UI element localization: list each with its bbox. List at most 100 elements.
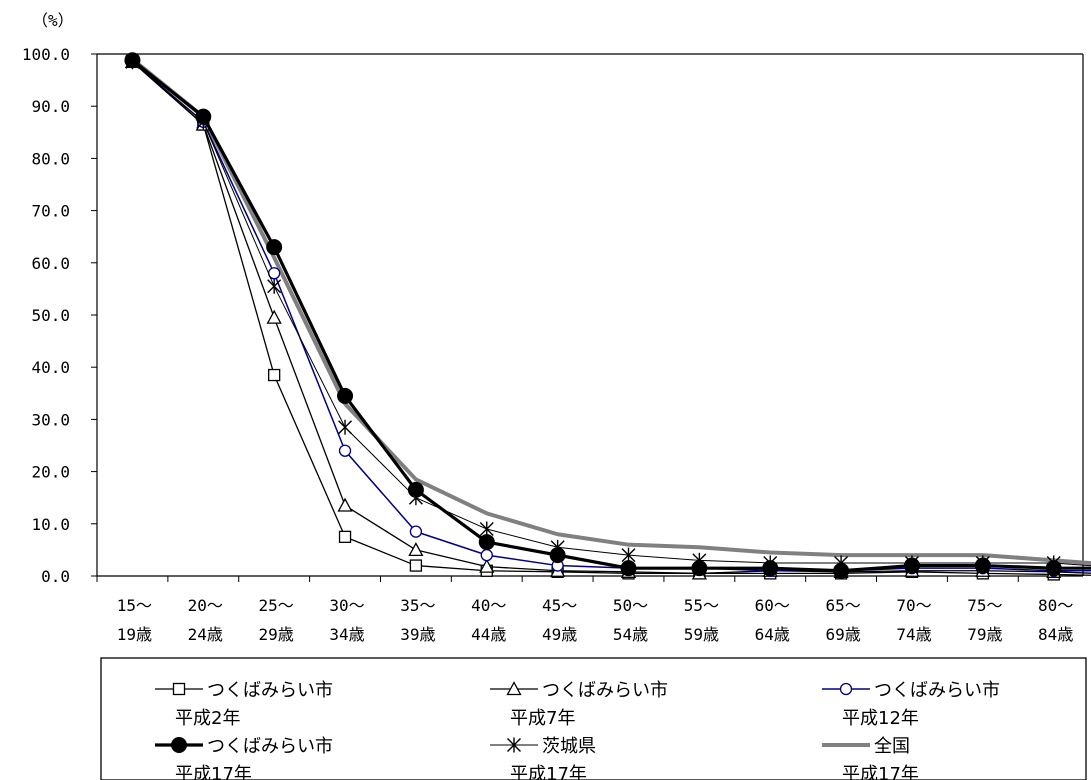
- data-point-filled-circle: [337, 387, 354, 404]
- y-axis: 0.0 10.0 20.0 30.0 40.0 50.0 60.0 70.0 80.0 90.0 1…: [22, 45, 1084, 586]
- legend-sublabel: 平成17年: [175, 764, 252, 780]
- legend-label: つくばみらい市: [207, 736, 333, 757]
- x-tick-label: 74歳: [896, 625, 931, 644]
- data-point-star: [338, 419, 353, 435]
- x-tick-label: 69歳: [825, 625, 860, 644]
- data-point-filled-circle: [266, 239, 283, 256]
- data-point-filled-circle: [833, 562, 850, 579]
- legend-box: [100, 657, 1087, 780]
- y-tick-label: 80.0: [31, 149, 70, 168]
- series-layer: [124, 52, 1091, 581]
- legend: つくばみらい市平成2年つくばみらい市平成7年つくばみらい市平成12年つくばみらい…: [100, 657, 1087, 780]
- series-2: [124, 53, 1091, 580]
- data-point-square: [338, 530, 352, 543]
- legend-sublabel: 平成17年: [842, 764, 919, 780]
- data-point-filled-circle: [407, 481, 424, 498]
- x-axis: 15～ 19歳 20～ 24歳 25～ 29歳 30～ 34歳 35～ 39歳 40～ 44歳 45～ 4…: [96, 575, 1083, 644]
- x-tick-label: 25～: [259, 596, 294, 615]
- x-tick-label: 65～: [825, 596, 860, 615]
- data-point-filled-circle: [620, 560, 637, 577]
- series-line: [131, 57, 1091, 566]
- x-tick-label: 64歳: [755, 625, 790, 644]
- x-tick-label: 84歳: [1038, 625, 1073, 644]
- legend-label: 茨城県: [542, 736, 596, 757]
- x-tick-label: 44歳: [471, 625, 506, 644]
- x-tick-label: 29歳: [259, 625, 294, 644]
- x-tick-label: 79歳: [967, 625, 1002, 644]
- data-point-circle: [480, 548, 493, 562]
- series-5: [125, 54, 1091, 571]
- x-tick-label: 70～: [896, 596, 931, 615]
- series-6: [131, 57, 1091, 566]
- x-tick-label: 30～: [329, 596, 364, 615]
- y-tick-label: 60.0: [31, 254, 70, 273]
- x-tick-label: 54歳: [613, 625, 648, 644]
- data-point-filled-circle: [171, 737, 187, 753]
- y-tick-label: 100.0: [22, 45, 70, 64]
- legend-label: つくばみらい市: [542, 680, 668, 701]
- x-tick-label: 60～: [755, 596, 790, 615]
- data-point-star: [267, 278, 282, 294]
- data-point-filled-circle: [549, 547, 566, 564]
- y-tick-label: 40.0: [31, 358, 70, 377]
- data-point-triangle: [506, 681, 522, 696]
- x-tick-label: 49歳: [542, 625, 577, 644]
- data-point-triangle: [408, 542, 424, 557]
- y-tick-label: 70.0: [31, 202, 70, 221]
- x-tick-label: 39歳: [400, 625, 435, 644]
- legend-label: つくばみらい市: [874, 680, 1000, 701]
- legend-sublabel: 平成7年: [510, 708, 575, 729]
- data-point-filled-circle: [903, 557, 920, 574]
- data-point-star: [479, 521, 494, 537]
- legend-sublabel: 平成12年: [842, 708, 919, 729]
- data-point-filled-circle: [478, 534, 495, 551]
- data-point-square: [409, 559, 423, 572]
- x-tick-label: 24歳: [188, 625, 223, 644]
- y-tick-label: 30.0: [31, 410, 70, 429]
- x-tick-label: 20～: [188, 596, 223, 615]
- y-tick-label: 50.0: [31, 306, 70, 325]
- x-tick-label: 40～: [471, 596, 506, 615]
- x-tick-label: 34歳: [329, 625, 364, 644]
- data-point-triangle: [479, 558, 495, 573]
- x-tick-label: 59歳: [684, 625, 719, 644]
- data-point-square: [172, 682, 186, 696]
- y-tick-label: 90.0: [31, 97, 70, 116]
- data-point-circle: [338, 444, 352, 457]
- x-tick-label: 80～: [1038, 596, 1073, 615]
- data-point-triangle: [266, 309, 282, 324]
- data-point-circle: [839, 682, 853, 696]
- legend-label: つくばみらい市: [207, 680, 333, 701]
- data-point-filled-circle: [762, 560, 779, 577]
- data-point-filled-circle: [691, 560, 708, 577]
- data-point-triangle: [337, 497, 353, 512]
- y-axis-unit-label: （%）: [32, 11, 74, 30]
- x-tick-label: 75～: [967, 596, 1002, 615]
- x-tick-label: 50～: [613, 596, 648, 615]
- x-tick-label: 45～: [542, 596, 577, 615]
- data-point-circle: [409, 525, 423, 538]
- data-point-filled-circle: [974, 557, 991, 574]
- legend-sublabel: 平成17年: [510, 764, 587, 780]
- y-tick-label: 10.0: [31, 515, 70, 534]
- y-tick-label: 20.0: [31, 463, 70, 482]
- data-point-filled-circle: [1045, 560, 1062, 577]
- x-tick-label: 19歳: [117, 625, 152, 644]
- data-point-filled-circle: [195, 108, 212, 125]
- x-tick-label: 35～: [400, 596, 435, 615]
- data-point-star: [507, 737, 521, 753]
- data-point-star: [621, 547, 636, 563]
- data-point-square: [268, 368, 281, 382]
- data-point-filled-circle: [124, 52, 141, 69]
- x-tick-label: 55～: [684, 596, 719, 615]
- series-4: [124, 52, 1091, 579]
- y-tick-label: 0.0: [41, 567, 70, 586]
- legend-sublabel: 平成2年: [175, 708, 240, 729]
